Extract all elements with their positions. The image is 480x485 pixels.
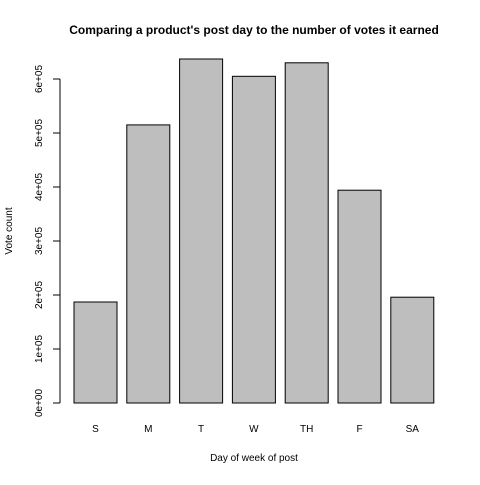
x-tick-label-t: T bbox=[198, 424, 204, 435]
y-axis: 0e+00 1e+05 2e+05 3e+05 4e+05 5e+05 6e+05 bbox=[34, 65, 61, 418]
x-tick-label-f: F bbox=[356, 424, 362, 435]
bar-w bbox=[231, 75, 276, 404]
x-tick-label-s: S bbox=[92, 424, 99, 435]
chart-title: Comparing a product's post day to the nu… bbox=[69, 23, 439, 37]
x-tick-label-sa: SA bbox=[406, 424, 420, 435]
x-tick-label-m: M bbox=[144, 424, 152, 435]
x-tick-label-w: W bbox=[249, 424, 259, 435]
y-tick-label: 2e+05 bbox=[34, 281, 45, 310]
bar-t bbox=[179, 58, 224, 404]
bar-m bbox=[126, 124, 171, 404]
y-tick-label: 1e+05 bbox=[34, 335, 45, 364]
bars-layer bbox=[73, 58, 435, 404]
y-tick-label: 0e+00 bbox=[34, 389, 45, 418]
x-tick-label-th: TH bbox=[300, 424, 313, 435]
bar-f bbox=[337, 189, 382, 404]
x-axis-label: Day of week of post bbox=[210, 453, 298, 464]
y-tick-label: 4e+05 bbox=[34, 173, 45, 202]
y-tick-label: 6e+05 bbox=[34, 65, 45, 94]
x-axis: S M T W TH F SA bbox=[92, 424, 419, 435]
bar-sa bbox=[390, 296, 435, 404]
bar-s bbox=[73, 301, 118, 404]
y-axis-label: Vote count bbox=[4, 207, 15, 254]
y-tick-label: 3e+05 bbox=[34, 227, 45, 256]
bar-th bbox=[284, 62, 329, 404]
y-tick-label: 5e+05 bbox=[34, 119, 45, 148]
